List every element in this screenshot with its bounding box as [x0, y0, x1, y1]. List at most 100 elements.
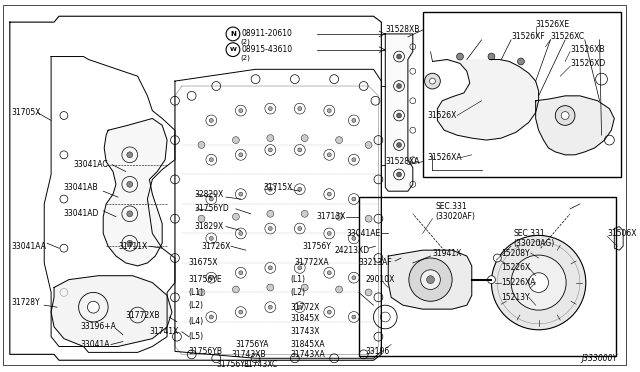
- Circle shape: [298, 266, 301, 270]
- Circle shape: [410, 44, 416, 49]
- Circle shape: [365, 289, 372, 296]
- Text: N: N: [230, 31, 236, 37]
- Circle shape: [60, 112, 68, 119]
- Text: 31743XB: 31743XB: [231, 350, 266, 359]
- Circle shape: [239, 231, 243, 235]
- Circle shape: [409, 258, 452, 301]
- Text: 33213AF: 33213AF: [359, 259, 392, 267]
- Text: 31941X: 31941X: [433, 248, 462, 257]
- Circle shape: [327, 109, 332, 113]
- Text: 31756YD: 31756YD: [195, 204, 229, 214]
- Circle shape: [493, 254, 501, 262]
- Text: (L5): (L5): [189, 332, 204, 341]
- Circle shape: [198, 215, 205, 222]
- Circle shape: [267, 135, 274, 142]
- Text: 31845X: 31845X: [290, 314, 319, 324]
- Circle shape: [209, 158, 213, 162]
- Circle shape: [596, 73, 607, 85]
- Circle shape: [397, 172, 401, 177]
- Text: 33041AD: 33041AD: [64, 209, 99, 218]
- Circle shape: [268, 187, 272, 191]
- Text: 33041AA: 33041AA: [12, 242, 47, 251]
- Text: 31726X: 31726X: [202, 242, 231, 251]
- Circle shape: [335, 137, 342, 144]
- Text: 31675X: 31675X: [189, 259, 218, 267]
- Circle shape: [429, 78, 435, 84]
- Circle shape: [268, 107, 272, 110]
- Circle shape: [511, 255, 566, 310]
- Circle shape: [298, 187, 301, 191]
- Circle shape: [298, 305, 301, 309]
- Circle shape: [298, 227, 301, 231]
- Circle shape: [424, 73, 440, 89]
- Circle shape: [239, 192, 243, 196]
- Text: SEC.331: SEC.331: [513, 229, 545, 238]
- Text: 31829X: 31829X: [195, 222, 224, 231]
- Circle shape: [420, 270, 440, 289]
- Text: 31526XA: 31526XA: [428, 153, 462, 162]
- Polygon shape: [51, 276, 172, 346]
- Circle shape: [556, 106, 575, 125]
- Text: 31756YA: 31756YA: [236, 340, 269, 349]
- Circle shape: [209, 236, 213, 240]
- Text: 31705X: 31705X: [12, 108, 42, 117]
- Circle shape: [410, 157, 416, 163]
- Text: 31772XA: 31772XA: [295, 259, 330, 267]
- Circle shape: [352, 118, 356, 122]
- Circle shape: [488, 53, 495, 60]
- Circle shape: [301, 210, 308, 217]
- Circle shape: [60, 195, 68, 203]
- Text: 31506X: 31506X: [607, 229, 637, 238]
- Circle shape: [327, 192, 332, 196]
- Bar: [422, 12, 621, 177]
- Circle shape: [380, 312, 390, 322]
- Text: 32829X: 32829X: [195, 190, 224, 199]
- Text: 31526XF: 31526XF: [511, 32, 545, 41]
- Circle shape: [410, 98, 416, 104]
- Polygon shape: [385, 34, 413, 191]
- Circle shape: [88, 301, 99, 313]
- Text: 31526XB: 31526XB: [570, 45, 605, 54]
- Circle shape: [232, 286, 239, 293]
- Circle shape: [301, 284, 308, 291]
- Text: W: W: [230, 47, 236, 52]
- Circle shape: [60, 151, 68, 159]
- Text: 31845XA: 31845XA: [290, 340, 324, 349]
- Text: 24213XD: 24213XD: [334, 246, 369, 255]
- Text: (2): (2): [241, 39, 251, 45]
- Text: 15208Y: 15208Y: [501, 248, 530, 257]
- Circle shape: [268, 305, 272, 309]
- Text: 31526XC: 31526XC: [550, 32, 584, 41]
- Text: 31526X: 31526X: [428, 111, 457, 120]
- Text: (2): (2): [241, 54, 251, 61]
- Text: 31756YC: 31756YC: [216, 360, 250, 369]
- Text: 31743X: 31743X: [290, 327, 319, 336]
- Circle shape: [335, 213, 342, 220]
- Circle shape: [352, 315, 356, 319]
- Text: 15226XA: 15226XA: [501, 278, 536, 287]
- Circle shape: [232, 137, 239, 144]
- Circle shape: [209, 197, 213, 201]
- Circle shape: [410, 68, 416, 74]
- Text: 31526XD: 31526XD: [570, 59, 605, 68]
- Circle shape: [127, 152, 132, 158]
- Circle shape: [232, 213, 239, 220]
- Circle shape: [397, 54, 401, 59]
- Circle shape: [209, 118, 213, 122]
- Circle shape: [561, 112, 569, 119]
- Text: 31528XA: 31528XA: [385, 157, 420, 166]
- Circle shape: [127, 240, 132, 246]
- Text: 33041A: 33041A: [81, 340, 110, 349]
- Text: 31743XA: 31743XA: [290, 350, 324, 359]
- Circle shape: [239, 271, 243, 275]
- Text: 31756YE: 31756YE: [189, 275, 222, 284]
- Text: 33041AE: 33041AE: [346, 229, 380, 238]
- Text: 31715X: 31715X: [264, 183, 292, 192]
- Text: (L1): (L1): [189, 288, 204, 297]
- Text: 15226X: 15226X: [501, 263, 531, 272]
- Polygon shape: [103, 118, 167, 266]
- Circle shape: [397, 113, 401, 118]
- Circle shape: [239, 153, 243, 157]
- Circle shape: [327, 153, 332, 157]
- Circle shape: [352, 197, 356, 201]
